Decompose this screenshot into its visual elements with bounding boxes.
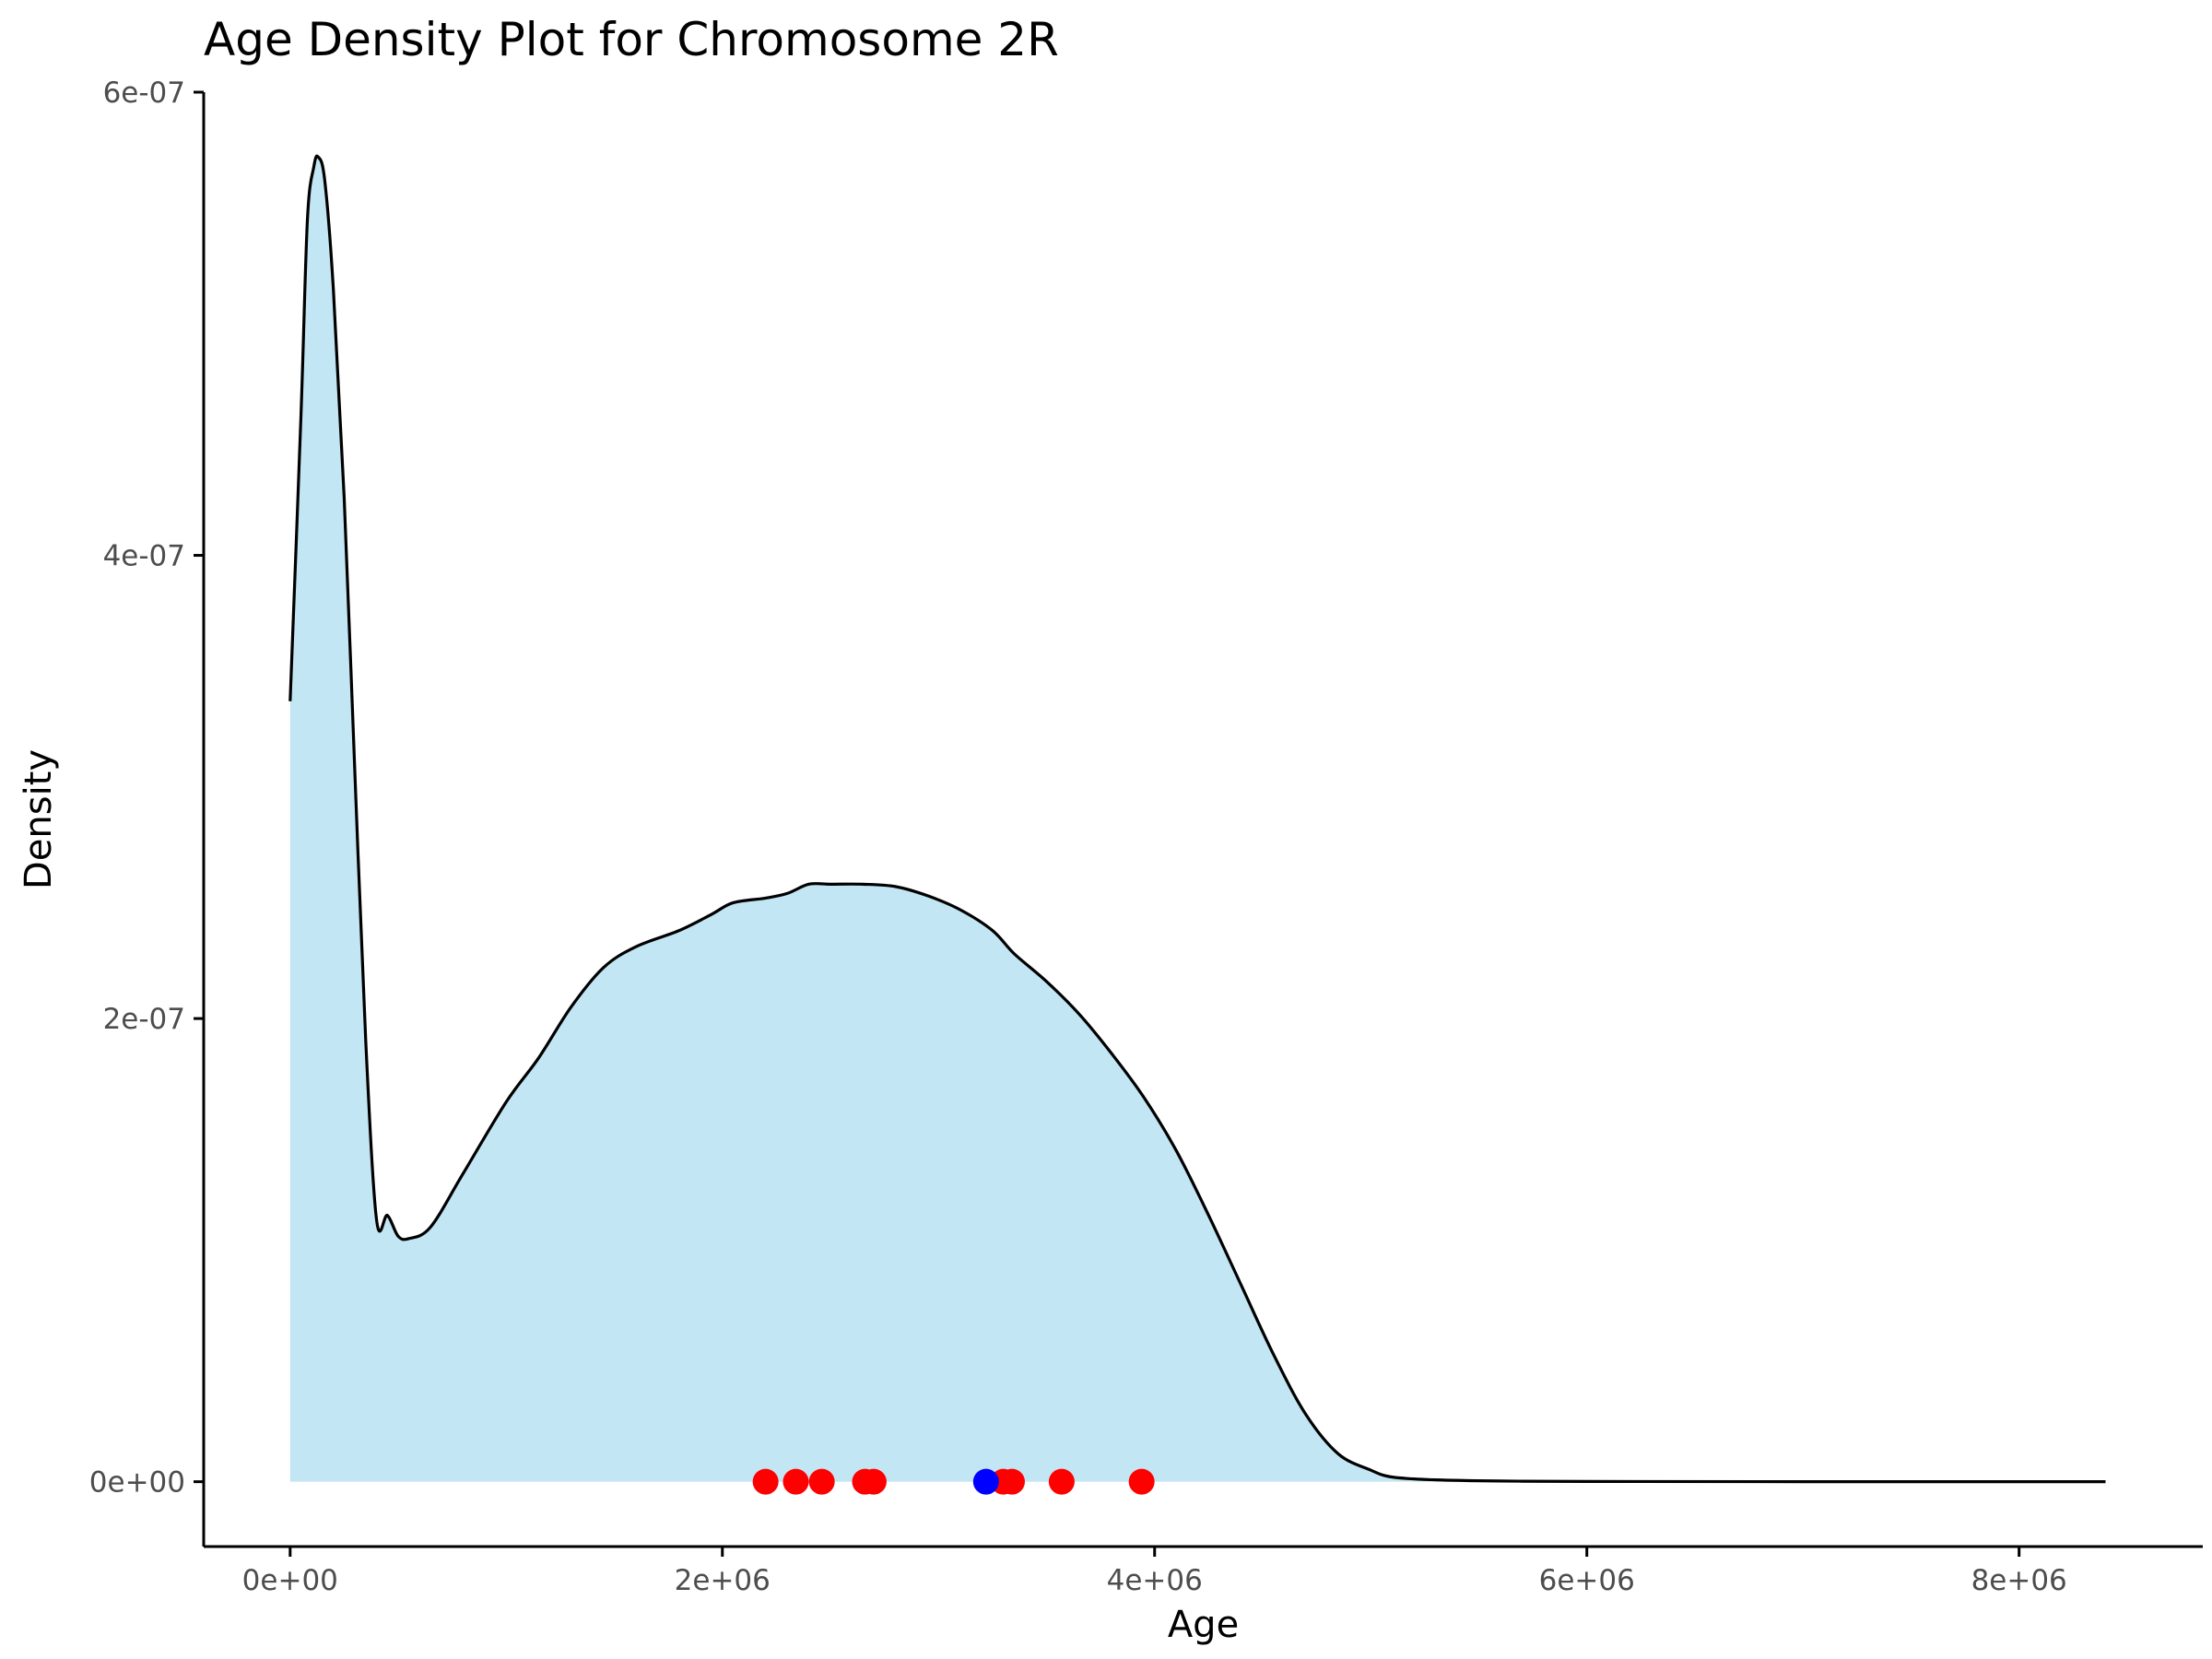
sample-point <box>782 1468 809 1495</box>
sample-point <box>808 1468 835 1495</box>
density-line <box>288 154 2106 1484</box>
x-axis-ticks: 0e+00 2e+06 4e+06 6e+06 8e+06 <box>242 1547 2067 1597</box>
x-tick-label: 8e+06 <box>1971 1564 2067 1597</box>
density-area <box>289 156 2106 1482</box>
x-tick-label: 6e+06 <box>1539 1564 1635 1597</box>
y-tick-label: 4e-07 <box>103 540 185 573</box>
chart-title: Age Density Plot for Chromosome 2R <box>204 13 1059 66</box>
sample-point <box>1128 1468 1155 1495</box>
x-tick-label: 4e+06 <box>1107 1564 1203 1597</box>
y-axis-ticks: 0e+00 2e-07 4e-07 6e-07 <box>89 76 204 1500</box>
sample-point <box>860 1468 887 1495</box>
highlight-point <box>972 1468 999 1495</box>
sample-point <box>998 1468 1025 1495</box>
x-axis-title: Age <box>1168 1604 1239 1646</box>
axes <box>202 92 2203 1548</box>
y-tick-label: 0e+00 <box>89 1466 185 1500</box>
y-axis-title: Density <box>18 749 60 889</box>
sample-point <box>1048 1468 1075 1495</box>
sample-point <box>752 1468 779 1495</box>
y-tick-label: 6e-07 <box>103 76 185 110</box>
x-tick-label: 0e+00 <box>242 1564 338 1597</box>
y-tick-label: 2e-07 <box>103 1003 185 1036</box>
x-tick-label: 2e+06 <box>675 1564 771 1597</box>
plot-area <box>288 154 2106 1495</box>
